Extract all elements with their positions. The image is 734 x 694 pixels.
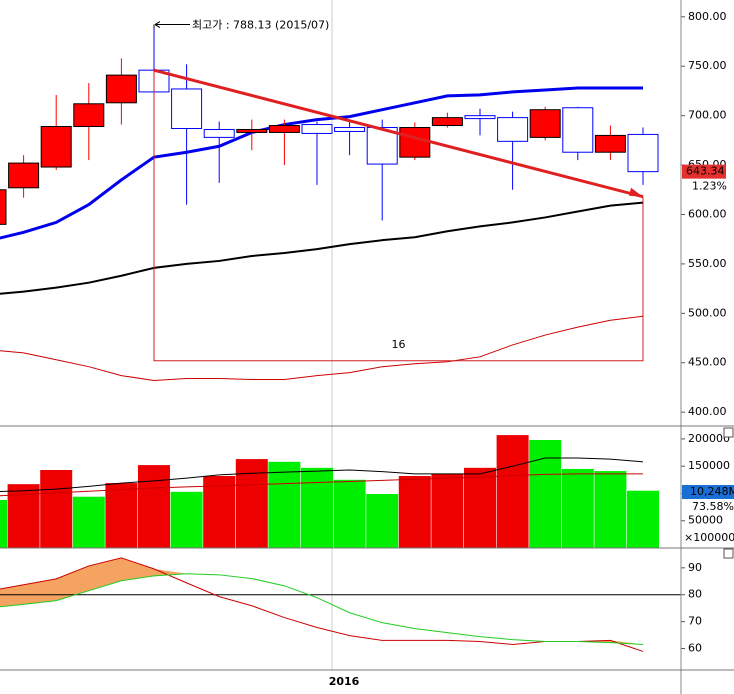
close-button[interactable] [723,427,734,438]
candle-body [431,117,463,127]
candle-body [529,109,561,138]
high-pointer [153,21,190,29]
high-label: 최고가 : 788.13 (2015/07) [192,19,329,32]
volume-bar [40,470,73,548]
y-tick-label: 400.00 [688,405,727,418]
candle-body [268,125,300,133]
candle-body [8,162,40,189]
oscillator-line [0,557,644,652]
y-tick-label: 150000 [688,459,730,472]
volume-bar [0,500,7,548]
volume-bar [627,490,659,548]
last-price: 643.34 [686,165,725,178]
candle-body [73,103,105,128]
y-tick-label: 600.00 [688,207,727,220]
candle-body [366,127,398,165]
candle-body [236,128,268,133]
x-axis-label: 2016 [329,675,360,688]
trend-arrowhead [629,187,643,197]
y-tick-label: 50000 [688,514,723,527]
y-tick-label: 90 [688,561,702,574]
candle-body [497,117,529,142]
volume-bar [333,479,366,548]
candle-body [594,134,626,153]
trend-line [153,68,644,199]
moving-average [0,201,644,295]
y-tick-label: 800.00 [688,10,727,23]
y-tick-label: 750.00 [688,59,727,72]
volume-label: 10,248M [690,485,734,498]
candle-body [399,127,431,158]
candle-body [334,127,366,132]
range-box [153,70,644,362]
y-tick-label: 700.00 [688,109,727,122]
candle-body [105,74,137,104]
change-label: 1.23% [692,180,727,193]
y-tick-label: 70 [688,615,702,628]
candle-body [301,124,333,134]
y-tick-label: 450.00 [688,356,727,369]
y-tick-label: 500.00 [688,306,727,319]
ratio-label: 73.58% [692,500,734,513]
oscillator-line [0,573,644,645]
candle-body [171,88,203,129]
volume-box [682,485,734,499]
volume-bar [72,496,105,548]
candle-body [464,115,496,120]
moving-average [0,315,644,382]
volume-bar [268,461,301,548]
volume-bar [105,483,138,548]
box-label: 16 [392,338,406,351]
volume-average [0,457,644,493]
volume-bar [561,468,594,548]
volume-bar [301,467,333,548]
volume-bar [366,494,399,548]
volume-bar [203,476,236,548]
y-tick-label: 200000 [688,432,730,445]
volume-bar [398,476,431,548]
volume-bar [138,465,170,548]
y-tick-label: 60 [688,641,702,654]
moving-average [0,86,643,240]
unit-label: ×100000 [684,531,734,544]
volume-bar [594,471,627,548]
last-price-box [682,164,726,179]
volume-average [0,473,643,497]
candle-body [0,189,7,225]
volume-bar [496,435,529,548]
candle-body [627,133,659,173]
volume-bar [464,467,496,548]
candle-body [562,107,594,153]
close-button[interactable] [723,548,734,559]
candle-body [40,126,72,168]
candle-body [203,128,235,138]
y-tick-label: 550.00 [688,257,727,270]
y-tick-label: 80 [688,588,702,601]
volume-bar [529,440,562,548]
volume-bar [170,491,203,548]
volume-bar [431,473,464,548]
